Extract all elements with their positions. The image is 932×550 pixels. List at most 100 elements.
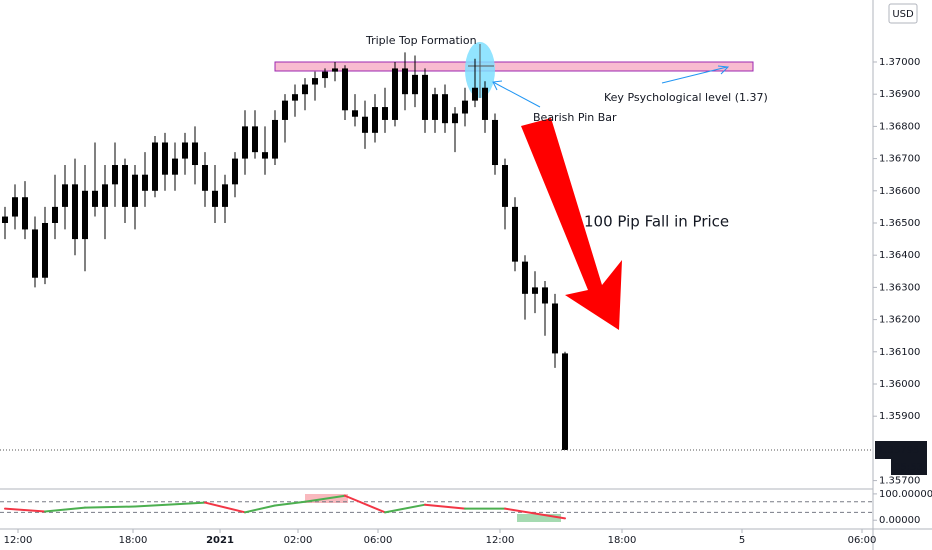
x-tick-label: 02:00 bbox=[284, 535, 313, 546]
candle-body bbox=[222, 184, 228, 207]
candle-body bbox=[62, 184, 68, 207]
y-tick-label: 1.36100 bbox=[879, 347, 920, 358]
candle-body bbox=[512, 206, 518, 262]
candle-body bbox=[172, 158, 178, 175]
oscillator-segment bbox=[204, 501, 246, 514]
candle-body bbox=[422, 74, 428, 120]
candle-body bbox=[502, 165, 508, 207]
y-tick-label: 1.35700 bbox=[879, 476, 920, 487]
candle-body bbox=[492, 119, 498, 166]
x-tick-label: 06:00 bbox=[364, 535, 393, 546]
key-level-zone bbox=[274, 61, 754, 72]
candle-body bbox=[202, 165, 208, 191]
fall-label: 100 Pip Fall in Price bbox=[584, 213, 729, 231]
key-level-arrow bbox=[661, 66, 728, 84]
last-price-label: 1.35795 bbox=[878, 445, 919, 456]
last-price-box bbox=[875, 441, 927, 460]
candle-body bbox=[372, 107, 378, 133]
candle-body bbox=[12, 197, 18, 217]
candle-body bbox=[302, 84, 308, 95]
candle-body bbox=[312, 78, 318, 85]
candle-body bbox=[552, 303, 558, 354]
candle-body bbox=[472, 87, 478, 101]
candle-body bbox=[52, 206, 58, 223]
candle-body bbox=[442, 94, 448, 124]
candle-body bbox=[462, 100, 468, 114]
y-tick-label: 1.36000 bbox=[879, 379, 920, 390]
candle-body bbox=[152, 142, 158, 191]
candle-body bbox=[362, 116, 368, 133]
oscillator-segment bbox=[504, 507, 566, 520]
candle-body bbox=[432, 94, 438, 120]
key-level-arrowhead bbox=[717, 65, 730, 75]
x-tick-label: 06:00 bbox=[848, 535, 877, 546]
candle-body bbox=[522, 261, 528, 294]
countdown: 05:53 bbox=[894, 462, 923, 473]
fall-arrow bbox=[521, 118, 622, 330]
oscillator-segment bbox=[244, 504, 276, 514]
candle-body bbox=[292, 94, 298, 101]
candle-body bbox=[192, 142, 198, 166]
candle-body bbox=[272, 119, 278, 159]
x-tick-label: 2021 bbox=[206, 535, 234, 546]
candle-body bbox=[82, 190, 88, 240]
candle-body bbox=[342, 68, 348, 111]
pin-bar-arrowhead bbox=[492, 80, 503, 91]
candle-body bbox=[72, 184, 78, 240]
key-level-label: Key Psychological level (1.37) bbox=[604, 91, 768, 104]
oscillator-segment bbox=[84, 505, 136, 509]
candle-body bbox=[352, 110, 358, 117]
candle-body bbox=[532, 287, 538, 294]
candle-body bbox=[382, 107, 388, 120]
oscillator-segment bbox=[4, 507, 46, 513]
candle-body bbox=[482, 87, 488, 120]
x-tick-label: 18:00 bbox=[119, 535, 148, 546]
candle-body bbox=[32, 229, 38, 278]
y-tick-label: 1.36400 bbox=[879, 250, 920, 261]
candle-body bbox=[162, 142, 168, 175]
x-tick-label: 12:00 bbox=[486, 535, 515, 546]
candle-body bbox=[142, 174, 148, 191]
y-tick-label: 1.36200 bbox=[879, 315, 920, 326]
candle-body bbox=[122, 165, 128, 207]
oscillator-segment bbox=[134, 501, 206, 508]
y-tick-label: 1.35900 bbox=[879, 411, 920, 422]
candle-body bbox=[212, 190, 218, 207]
x-tick-label: 12:00 bbox=[4, 535, 33, 546]
y-tick-label: 100.00000 bbox=[879, 489, 932, 500]
candle-body bbox=[242, 126, 248, 159]
candle-body bbox=[182, 142, 188, 159]
triple-top-label: Triple Top Formation bbox=[365, 34, 477, 47]
y-tick-label: 1.37000 bbox=[879, 57, 920, 68]
oscillator-segment bbox=[384, 503, 426, 514]
candle-body bbox=[322, 71, 328, 79]
candle-body bbox=[92, 190, 98, 207]
candle-body bbox=[112, 165, 118, 185]
candle-body bbox=[332, 68, 338, 72]
y-tick-label: 1.36500 bbox=[879, 218, 920, 229]
candle-body bbox=[562, 353, 568, 451]
candle-body bbox=[232, 158, 238, 185]
countdown-box bbox=[891, 459, 927, 476]
oscillator-segment bbox=[304, 494, 346, 503]
y-tick-label: 1.36900 bbox=[879, 89, 920, 100]
y-tick-label: 0.00000 bbox=[879, 515, 920, 526]
y-tick-label: 1.36300 bbox=[879, 282, 920, 293]
candle-body bbox=[402, 68, 408, 95]
candle-body bbox=[252, 126, 258, 153]
candle-body bbox=[262, 152, 268, 159]
x-tick-label: 18:00 bbox=[608, 535, 637, 546]
y-tick-label: 1.36800 bbox=[879, 121, 920, 132]
candle-body bbox=[42, 222, 48, 278]
candle-body bbox=[282, 100, 288, 120]
candle-body bbox=[412, 74, 418, 95]
candle-body bbox=[392, 68, 398, 120]
y-tick-label: 1.36600 bbox=[879, 186, 920, 197]
y-tick-label: 1.36700 bbox=[879, 154, 920, 165]
x-tick-label: 5 bbox=[739, 535, 745, 546]
currency-box bbox=[888, 3, 918, 24]
oscillator-segment bbox=[274, 500, 306, 507]
pin-bar-arrow bbox=[492, 81, 541, 108]
